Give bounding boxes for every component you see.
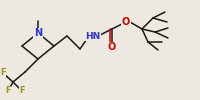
Text: N: N: [34, 28, 42, 38]
Text: F: F: [19, 86, 25, 96]
Text: O: O: [122, 17, 130, 27]
Text: F: F: [0, 68, 6, 78]
Text: HN: HN: [85, 32, 101, 40]
Text: F: F: [5, 86, 11, 96]
Text: O: O: [108, 42, 116, 52]
